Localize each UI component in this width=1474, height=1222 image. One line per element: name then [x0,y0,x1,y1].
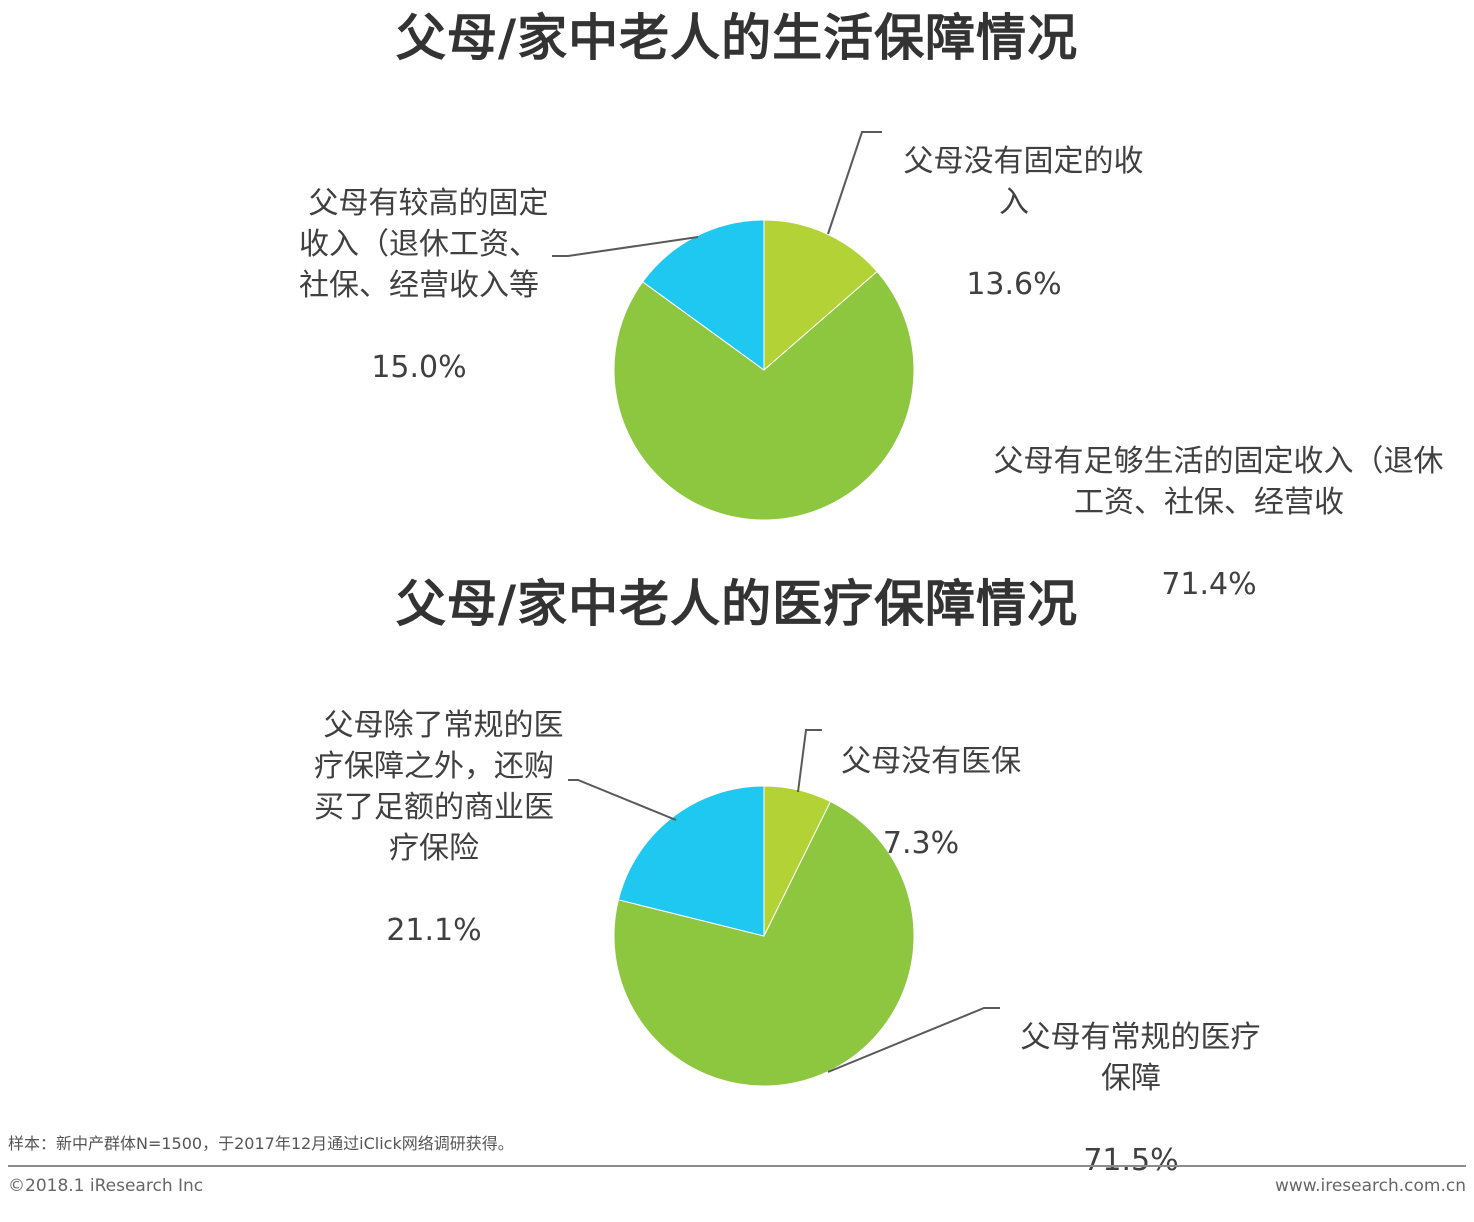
slice-label-text: 父母没有医保 [841,744,1022,779]
slice-label-no-insurance: 父母没有医保 7.3% [822,700,1022,905]
leader-lines [552,131,1000,1073]
slice-label-high-income: 父母有较高的固定 收入（退休工资、 社保、经营收入等 15.0% [288,142,550,429]
leader-line [827,1007,1000,1073]
slice-label-text: 父母有常规的医疗 保障 [1020,1020,1261,1096]
slice-label-text: 父母有较高的固定 收入（退休工资、 社保、经营收入等 [299,186,549,303]
slice-label-commercial-insurance: 父母除了常规的医 疗保障之外，还购 买了足额的商业医 疗保险 21.1% [302,664,566,992]
leader-line [552,236,699,257]
slice-label-text: 父母除了常规的医 疗保障之外，还购 买了足额的商业医 疗保险 [314,708,564,866]
footer-divider [8,1165,1466,1167]
chart-title-living: 父母/家中老人的生活保障情况 [395,9,1079,67]
chart-title-medical: 父母/家中老人的医疗保障情况 [395,575,1079,633]
slice-label-text: 父母没有固定的收 入 [903,144,1144,220]
pie-slice-0-0 [763,219,878,372]
pie-medical [613,785,915,1087]
slice-label-no-income: 父母没有固定的收 入 13.6% [884,100,1144,346]
slice-value: 71.5% [1083,1143,1179,1178]
slice-value: 7.3% [882,826,960,861]
slice-value: 13.6% [966,267,1062,302]
website-link[interactable]: www.iresearch.com.cn [1274,1176,1466,1196]
pie-slice-0-1 [613,270,915,521]
leader-line [797,729,822,793]
slice-value: 15.0% [371,350,467,385]
slice-label-text: 父母有足够生活的固定收入（退休 工资、社保、经营收 [993,444,1444,520]
slice-value: 71.4% [1161,567,1257,602]
leader-line [827,131,882,235]
slice-label-regular-insurance: 父母有常规的医疗 保障 71.5% [1000,976,1262,1222]
leader-line [568,779,677,821]
sample-note: 样本：新中产群体N=1500，于2017年12月通过iClick网络调研获得。 [8,1134,514,1153]
slice-label-enough-income: 父母有足够生活的固定收入（退休 工资、社保、经营收 71.4% [966,400,1452,646]
copyright: ©2018.1 iResearch Inc [8,1176,204,1196]
pie-living [613,219,915,521]
pie-slice-1-1 [613,800,915,1087]
slice-value: 21.1% [386,913,482,948]
